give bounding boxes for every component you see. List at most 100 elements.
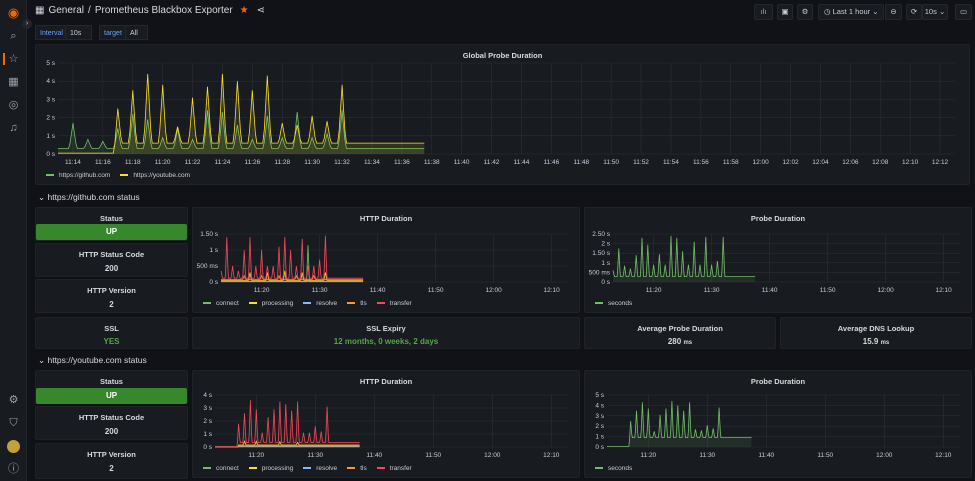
legend-item[interactable]: transfer: [376, 465, 412, 472]
variable-select-target[interactable]: All ⌄: [125, 25, 148, 52]
y-tick-label: 1 s: [595, 434, 604, 441]
gh-avg-probe-panel: Average Probe Duration 280 ms: [584, 317, 776, 349]
legend-item[interactable]: resolve: [303, 465, 337, 472]
time-range-picker[interactable]: ◷ Last 1 hour ⌄: [818, 4, 884, 20]
x-tick-label: 11:14: [65, 159, 81, 166]
gh-status-code-panel: HTTP Status Code 200: [35, 243, 188, 277]
panel-title: HTTP Version: [87, 286, 136, 295]
legend-label: seconds: [608, 300, 633, 307]
y-tick-label: 4 s: [595, 402, 604, 409]
legend-swatch: [46, 174, 54, 177]
x-tick-label: 11:58: [723, 159, 739, 166]
series-area-seconds: [607, 401, 752, 447]
dashboards-icon[interactable]: ▦: [8, 76, 19, 88]
panel-title: Probe Duration: [750, 377, 806, 386]
x-tick-label: 11:40: [762, 287, 778, 294]
series-line-seconds: [612, 235, 756, 277]
legend-label: connect: [216, 465, 239, 472]
yt-http-duration-panel: HTTP Duration 0 s 1 s 2 s 3 s 4 s 11:20 11:30 1…: [192, 370, 580, 478]
gear-icon[interactable]: ⚙: [8, 394, 19, 406]
row-title: https://github.com status: [47, 192, 140, 202]
alert-bell-icon[interactable]: ♫: [9, 122, 18, 134]
tv-mode-button[interactable]: ▭: [955, 4, 972, 20]
star-icon[interactable]: ★: [239, 5, 249, 16]
legend-label: processing: [261, 465, 294, 472]
stat-value: 12 months, 0 weeks, 2 days: [333, 337, 439, 346]
x-tick-label: 11:50: [603, 159, 619, 166]
zoom-out-button[interactable]: ⊖: [885, 4, 902, 20]
legend-swatch: [303, 302, 312, 305]
legend-label: https://youtube.com: [133, 172, 191, 179]
explore-icon[interactable]: ◎: [8, 99, 19, 111]
search-icon[interactable]: ⌕: [10, 30, 17, 42]
star-icon[interactable]: ☆: [8, 53, 19, 65]
user-avatar[interactable]: [7, 440, 20, 453]
save-dashboard-button[interactable]: ▣: [777, 4, 793, 20]
x-tick-label: 11:22: [185, 159, 201, 166]
legend-item[interactable]: seconds: [595, 300, 632, 307]
y-tick-label: 3 s: [203, 405, 212, 412]
x-tick-label: 11:56: [693, 159, 709, 166]
breadcrumb-folder[interactable]: General: [48, 5, 85, 16]
series-line-https://github.com: [58, 110, 425, 149]
x-tick-label: 11:30: [312, 287, 328, 294]
page-title[interactable]: Prometheus Blackbox Exporter: [94, 5, 233, 16]
x-tick-label: 12:10: [543, 452, 560, 459]
shield-icon[interactable]: ⛉: [9, 417, 18, 429]
panel-title: HTTP Duration: [359, 214, 413, 223]
refresh-button[interactable]: ⟳: [906, 4, 922, 20]
gh-ssl-panel: SSL YES: [35, 317, 188, 349]
status-badge: UP: [36, 224, 187, 240]
x-tick-label: 11:30: [699, 452, 715, 459]
row-header-youtube[interactable]: ⌄ https://youtube.com status: [38, 355, 147, 365]
legend-item[interactable]: processing: [248, 465, 294, 472]
legend-item[interactable]: https://youtube.com: [120, 172, 190, 179]
variable-select-interval[interactable]: 10s ⌄: [65, 25, 92, 52]
help-icon[interactable]: ⓘ: [8, 463, 19, 475]
legend-swatch: [203, 467, 211, 470]
x-tick-label: 12:00: [876, 452, 893, 459]
x-tick-label: 12:00: [484, 452, 501, 459]
grafana-logo[interactable]: ◉: [7, 5, 20, 20]
x-tick-label: 11:18: [125, 159, 141, 166]
legend-label: transfer: [389, 300, 412, 307]
x-tick-label: 12:00: [877, 287, 894, 294]
status-badge: UP: [36, 388, 187, 404]
add-panel-button[interactable]: ılı: [754, 4, 773, 20]
legend-item[interactable]: connect: [203, 465, 239, 472]
series-area-transfer: [215, 400, 360, 447]
stat-value: YES: [103, 337, 120, 346]
legend-item[interactable]: tls: [347, 300, 367, 307]
expand-sidebar-button[interactable]: ›: [22, 19, 32, 29]
settings-gear-button[interactable]: ⚙: [797, 4, 813, 20]
x-tick-label: 11:50: [817, 452, 833, 459]
legend-item[interactable]: connect: [203, 300, 239, 307]
series-area-https://youtube.com: [58, 73, 425, 154]
x-tick-label: 11:36: [394, 159, 410, 166]
dashboards-grid-icon: ▦: [35, 5, 45, 16]
legend-item[interactable]: transfer: [376, 300, 412, 307]
row-header-github[interactable]: ⌄ https://github.com status: [38, 192, 140, 202]
refresh-interval-picker[interactable]: 10s ⌄: [922, 4, 948, 20]
x-tick-label: 11:50: [428, 287, 444, 294]
legend-item[interactable]: resolve: [303, 300, 337, 307]
legend-item[interactable]: https://github.com: [46, 172, 110, 179]
gh-status-panel: Status UP: [35, 207, 188, 241]
panel-title: Average DNS Lookup: [837, 324, 915, 333]
legend-item[interactable]: seconds: [595, 465, 632, 472]
legend-item[interactable]: tls: [347, 465, 367, 472]
y-tick-label: 2.50 s: [592, 231, 610, 238]
x-tick-label: 12:10: [543, 287, 560, 294]
x-tick-label: 11:32: [334, 159, 350, 166]
target-value: All: [130, 30, 138, 37]
x-tick-label: 11:20: [646, 287, 662, 294]
share-icon[interactable]: ⋖: [256, 5, 266, 16]
legend-item[interactable]: processing: [248, 300, 294, 307]
series-area-tls: [221, 275, 364, 282]
y-tick-label: 1 s: [209, 247, 218, 254]
legend-swatch: [248, 467, 257, 470]
series-line-tls: [221, 274, 364, 280]
legend-swatch: [376, 467, 385, 470]
legend-label: processing: [261, 300, 294, 307]
chart-legend: connect processing resolve tls transfer: [203, 465, 412, 472]
